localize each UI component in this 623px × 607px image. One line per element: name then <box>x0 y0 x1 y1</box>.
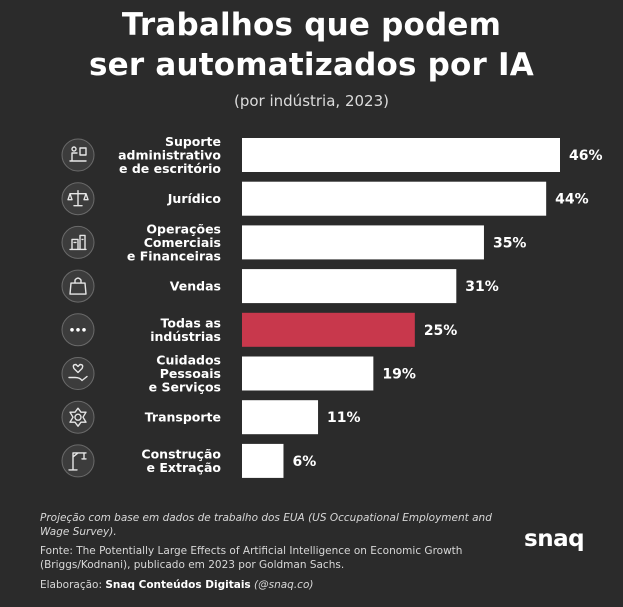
footnote: Projeção com base em dados de trabalho d… <box>40 512 492 538</box>
dot-1 <box>70 328 74 332</box>
category-label-line: e de escritório <box>119 161 221 176</box>
category-label-line: e Serviços <box>149 380 221 395</box>
category-label-line: Operações <box>146 221 221 236</box>
bar <box>242 181 547 216</box>
category-label: Transporte <box>145 410 221 425</box>
category-label-line: Cuidados <box>156 353 221 368</box>
value-label: 6% <box>292 454 316 470</box>
bar <box>242 138 560 172</box>
chart-title-line-1: Trabalhos que podem <box>121 7 502 43</box>
category-label: Cuidados Pessoais e Serviços <box>149 353 221 395</box>
category-label-line: e Financeiras <box>127 248 221 263</box>
credit-name: Snaq Conteúdos Digitais <box>105 579 251 591</box>
value-label: 35% <box>493 235 527 251</box>
transport-gear-icon <box>69 407 87 427</box>
shopping-bag-icon <box>69 277 87 295</box>
bar <box>242 225 484 260</box>
care-hand-icon-bg <box>61 357 95 390</box>
value-label: 46% <box>569 148 603 164</box>
category-label-line: administrativo <box>118 148 221 163</box>
category-label: Todas as indústrias <box>150 316 221 345</box>
care-hand-icon <box>68 363 88 382</box>
category-label-line: Construção <box>141 447 221 462</box>
bar <box>242 356 374 391</box>
category-label-line: Todas as <box>160 316 221 331</box>
snaq-logo: snaq <box>524 526 585 552</box>
category-label: Suporte administrativo e de escritório <box>118 134 221 176</box>
transport-gear-icon-bg <box>61 400 95 434</box>
value-label: 31% <box>465 279 499 295</box>
bar-highlight <box>242 312 415 347</box>
value-label: 25% <box>424 323 458 339</box>
office-desk-icon-bg <box>61 138 95 172</box>
category-label-line: Pessoais <box>160 366 221 381</box>
category-label: Vendas <box>170 279 221 294</box>
source-note: Fonte: The Potentially Large Effects of … <box>40 545 463 571</box>
crane-icon <box>68 452 87 471</box>
category-label-line: Suporte <box>165 134 221 149</box>
chart-subtitle: (por indústria, 2023) <box>234 92 389 110</box>
office-desk-icon <box>69 146 87 162</box>
value-label: 11% <box>327 410 361 426</box>
category-label-line: Vendas <box>170 279 221 294</box>
dot-2 <box>76 328 80 332</box>
credit-line: Elaboração: Snaq Conteúdos Digitais (@sn… <box>40 578 510 592</box>
category-label: Construção e Extração <box>141 447 221 476</box>
scales-icon <box>67 190 89 207</box>
category-label-line: Comerciais <box>144 235 221 250</box>
bar <box>242 443 284 478</box>
category-label: Operações Comerciais e Financeiras <box>127 221 221 263</box>
bar <box>242 400 319 435</box>
category-label-line: indústrias <box>150 329 221 344</box>
value-label: 44% <box>555 192 589 208</box>
shopping-bag-icon-bg <box>61 269 95 303</box>
crane-icon-bg <box>61 444 95 478</box>
credit-handle: (@snaq.co) <box>254 579 314 591</box>
category-label-line: Jurídico <box>167 191 222 206</box>
category-label-line: Transporte <box>145 410 221 425</box>
chart-title-line-2: ser automatizados por IA <box>89 47 534 83</box>
finance-icon <box>69 234 87 251</box>
category-label-line: e Extração <box>147 460 222 475</box>
dot-3 <box>82 328 86 332</box>
category-label: Jurídico <box>167 191 222 206</box>
value-label: 19% <box>382 367 416 383</box>
bar <box>242 269 457 304</box>
bar-chart: Suporte administrativo e de escritório 46% J… <box>61 134 603 478</box>
credit-prefix: Elaboração: <box>40 579 102 591</box>
